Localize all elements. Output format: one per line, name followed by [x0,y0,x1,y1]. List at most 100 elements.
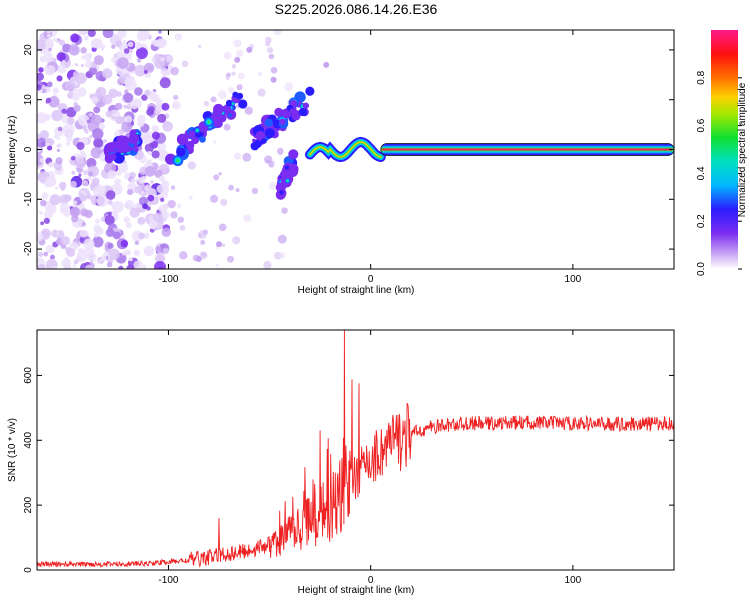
ridge-outline [380,143,674,156]
noise-blob [231,71,236,76]
noise-blob [57,143,62,148]
y-tick-label: 0 [23,567,34,573]
noise-blob [267,47,274,54]
noise-blob [124,78,137,91]
noise-blob [121,121,133,133]
noise-blob [100,255,107,262]
noise-blob [39,130,49,140]
noise-blob [170,66,179,76]
echo-blob [188,130,196,138]
noise-blob [170,185,176,190]
noise-blob [140,133,153,145]
y-tick-label: 0 [23,146,34,152]
noise-blob [124,89,129,94]
noise-blob [134,240,140,246]
echo-blob [199,135,206,143]
noise-blob [161,180,170,189]
noise-blob [167,199,176,209]
noise-blob [198,230,207,239]
noise-blob [66,247,76,258]
noise-blob [105,110,113,118]
noise-blob [56,52,66,62]
noise-blob [107,242,114,249]
noise-blob [45,97,52,103]
noise-blob [265,41,271,47]
noise-blob [72,200,78,205]
noise-blob [37,263,46,269]
noise-blob [116,171,122,176]
echo-blob [232,103,234,105]
noise-blob [218,172,222,176]
noise-blob [110,56,117,63]
noise-blob [108,88,118,99]
noise-blob [269,181,278,191]
noise-blob [59,202,70,213]
noise-blob [135,47,148,60]
noise-blob [281,207,288,214]
noise-blob [37,84,42,91]
noise-blob [114,40,123,48]
echo-blob [284,165,290,170]
noise-blob [107,170,117,180]
noise-blob [130,100,139,110]
noise-blob [56,166,61,172]
noise-blob [155,246,162,253]
noise-blob [257,71,263,76]
noise-blob [216,241,222,248]
noise-blob [133,260,143,269]
noise-blob [76,251,88,262]
noise-blob [233,39,242,48]
noise-blob [105,190,116,200]
noise-blob [237,72,245,80]
noise-blob [79,192,83,196]
figure-title: S225.2026.086.14.26.E36 [275,1,438,17]
noise-blob [148,66,152,70]
y-tick-label: -10 [23,192,34,207]
noise-blob [46,30,52,34]
noise-blob [92,128,104,140]
noise-blob [37,133,41,140]
noise-blob [234,152,242,160]
noise-blob [134,64,147,77]
noise-blob [78,30,87,36]
noise-blob [71,170,76,175]
noise-blob [80,47,87,54]
noise-blob [144,89,151,96]
noise-blob [93,137,104,148]
noise-blob [177,216,185,223]
noise-blob [93,232,99,238]
x-axis-label: Height of straight line (km) [298,585,415,596]
noise-blob [84,60,93,68]
noise-blob [80,208,89,217]
noise-blob [37,112,47,124]
noise-blob [158,204,168,214]
noise-blob [148,219,158,230]
noise-blob [93,106,101,114]
noise-blob [38,251,44,258]
noise-blob [218,223,227,232]
noise-blob [120,239,129,248]
noise-blob [101,68,113,79]
noise-blob [98,123,106,131]
noise-blob [134,87,143,96]
echo-blob [236,92,244,100]
noise-blob [87,171,94,177]
noise-blob [84,52,92,61]
noise-blob [70,180,77,188]
noise-blob [138,232,146,240]
noise-blob [48,47,52,52]
noise-blob [150,180,154,184]
noise-blob [179,224,186,231]
colorbar-tick-label: 0.0 [696,262,707,276]
noise-blob [79,150,83,154]
noise-blob [152,212,163,223]
noise-blob [37,39,46,52]
noise-blob [117,162,129,173]
y-tick-label: 400 [23,431,34,448]
noise-blob [161,227,172,238]
noise-blob [162,121,173,132]
noise-blob [46,33,51,38]
y-tick-label: 200 [23,496,34,513]
echo-blob [227,113,232,118]
noise-blob [56,148,61,152]
